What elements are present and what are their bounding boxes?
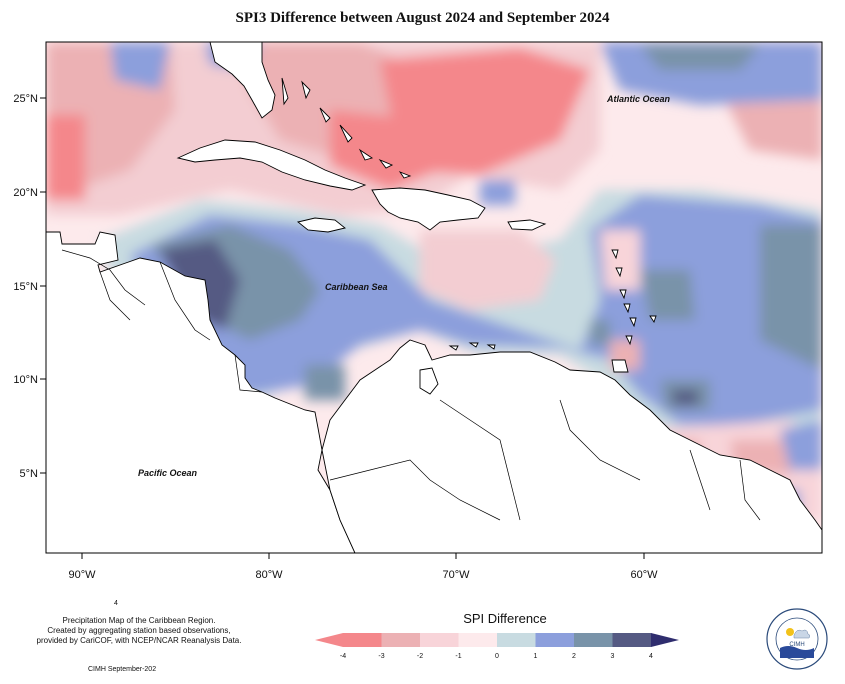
lat-tick: 25°N: [13, 93, 38, 105]
footer-line: Precipitation Map of the Caribbean Regio…: [62, 616, 216, 625]
legend-arrow-right: [651, 633, 679, 647]
legend-tick-label: 2: [572, 653, 576, 660]
legend-tick-label: 4: [649, 653, 653, 660]
caribbean-label: Caribbean Sea: [325, 282, 388, 292]
legend-swatch: [343, 633, 382, 647]
country-borders: [61, 249, 761, 521]
lon-tick: 70°W: [442, 569, 470, 581]
legend-tick-label: -3: [378, 653, 384, 660]
lon-tick: 60°W: [630, 569, 658, 581]
legend-swatch: [574, 633, 613, 647]
ocean-labels: Atlantic Ocean Caribbean Sea Pacific Oce…: [138, 94, 671, 478]
footer-stray-digit: 4: [114, 600, 118, 607]
legend-swatch: [612, 633, 652, 647]
lon-tick: 80°W: [255, 569, 283, 581]
legend-tick-label: -2: [417, 653, 423, 660]
legend-arrow-left: [315, 633, 343, 647]
legend-swatch: [420, 633, 459, 647]
legend-title: SPI Difference: [463, 611, 547, 626]
footer-credit: CIMH September-202: [88, 666, 157, 673]
legend-swatch: [458, 633, 498, 647]
footer-description: Precipitation Map of the Caribbean Regio…: [14, 616, 264, 646]
cimh-logo: CIMH: [766, 608, 828, 670]
legend-swatch: [497, 633, 536, 647]
legend-tick-label: -4: [340, 653, 346, 660]
map-frame: [45, 41, 823, 554]
lat-tick: 10°N: [13, 374, 38, 386]
legend-tick-label: 1: [534, 653, 538, 660]
lat-tick: 15°N: [13, 281, 38, 293]
lon-tick: 90°W: [68, 569, 96, 581]
cloud-icon: [793, 629, 811, 639]
latitude-axis: 25°N 20°N 15°N 10°N 5°N: [13, 93, 46, 480]
lat-tick: 5°N: [20, 468, 39, 480]
atlantic-label: Atlantic Ocean: [606, 94, 671, 104]
footer-line: provided by CariCOF, with NCEP/NCAR Rean…: [36, 636, 242, 645]
lat-tick: 20°N: [13, 187, 38, 199]
map-title: SPI3 Difference between August 2024 and …: [235, 10, 610, 26]
longitude-axis: 90°W 80°W 70°W 60°W: [68, 553, 658, 581]
footer-line: Created by aggregating station based obs…: [47, 626, 231, 635]
land-masses: [46, 42, 822, 553]
legend-swatch: [381, 633, 421, 647]
legend-tick-label: 3: [611, 653, 615, 660]
pacific-label: Pacific Ocean: [138, 468, 198, 478]
legend-swatch: [535, 633, 575, 647]
wave-icon: [780, 646, 814, 658]
svg-text:CIMH: CIMH: [789, 642, 804, 648]
sun-icon: [786, 628, 794, 636]
legend-tick-label: 0: [495, 653, 499, 660]
spi-field: [46, 42, 822, 553]
legend-tick-label: -1: [455, 653, 461, 660]
legend-colorbar: -4 -3 -2 -1 0 1 2 3 4: [315, 633, 679, 660]
